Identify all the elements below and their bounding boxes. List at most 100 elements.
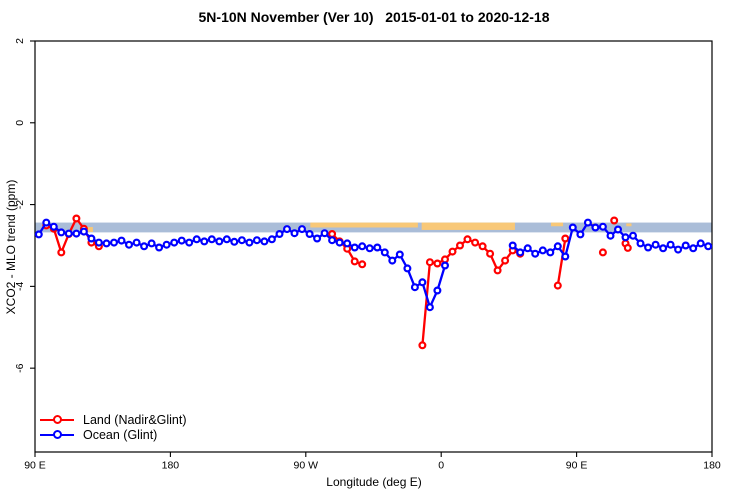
data-point-marker: [388, 256, 397, 265]
legend: Land (Nadir&Glint) Ocean (Glint): [40, 412, 187, 442]
highlight-patch: [551, 222, 564, 227]
x-tick-label: 180: [162, 460, 180, 472]
data-point-marker: [124, 240, 133, 249]
data-point-marker: [666, 240, 675, 249]
data-point-marker: [628, 231, 637, 240]
x-tick-label: 0: [438, 460, 444, 472]
data-point-marker: [155, 243, 164, 252]
y-tick-label: -4: [14, 282, 26, 291]
data-point-marker: [185, 238, 194, 247]
data-point-marker: [252, 236, 261, 245]
data-point-marker: [260, 237, 269, 246]
data-point-marker: [471, 238, 480, 247]
data-point-marker: [546, 248, 555, 257]
data-point-marker: [313, 234, 322, 243]
x-tick-label: 90 W: [294, 460, 319, 472]
data-point-marker: [328, 236, 337, 245]
data-point-marker: [283, 225, 292, 234]
data-point-marker: [275, 230, 284, 239]
data-point-marker: [610, 216, 619, 225]
data-point-marker: [441, 261, 450, 270]
series-land-nadir-glint-: [42, 214, 632, 350]
data-point-marker: [79, 227, 88, 236]
data-point-marker: [568, 223, 577, 232]
data-point-marker: [696, 239, 705, 248]
data-point-marker: [478, 242, 487, 251]
data-point-marker: [298, 225, 307, 234]
data-point-marker: [493, 266, 502, 275]
data-point-marker: [674, 245, 683, 254]
data-point-marker: [358, 242, 367, 251]
data-point-marker: [418, 278, 427, 287]
data-point-marker: [681, 241, 690, 250]
data-point-marker: [456, 241, 465, 250]
data-point-marker: [380, 248, 389, 257]
data-point-marker: [72, 229, 81, 238]
data-point-marker: [343, 239, 352, 248]
chart-title: 5N-10N November (Ver 10) 2015-01-01 to 2…: [198, 9, 550, 25]
land-series-key: [40, 415, 74, 424]
data-point-marker: [623, 243, 632, 252]
data-point-marker: [591, 223, 600, 232]
data-point-marker: [87, 234, 96, 243]
data-point-marker: [305, 230, 314, 239]
ocean-series-key: [40, 430, 74, 439]
data-point-marker: [222, 235, 231, 244]
data-point-marker: [651, 240, 660, 249]
series-line: [556, 238, 567, 286]
data-point-marker: [290, 229, 299, 238]
data-point-marker: [200, 237, 209, 246]
land-marker-icon: [53, 415, 62, 424]
data-point-marker: [425, 303, 434, 312]
data-point-marker: [613, 225, 622, 234]
data-point-marker: [192, 235, 201, 244]
highlight-patch: [626, 223, 632, 227]
y-tick-label: -6: [14, 363, 26, 372]
data-point-marker: [57, 228, 66, 237]
data-point-marker: [42, 218, 51, 227]
data-point-marker: [433, 286, 442, 295]
series-ocean-glint-: [34, 218, 713, 312]
data-point-marker: [418, 341, 427, 350]
data-point-marker: [320, 229, 329, 238]
data-point-marker: [598, 222, 607, 231]
data-point-marker: [538, 246, 547, 255]
data-point-marker: [621, 233, 630, 242]
data-point-marker: [373, 243, 382, 252]
highlight-patch: [421, 222, 515, 230]
data-point-marker: [147, 239, 156, 248]
highlight-patch: [86, 227, 93, 232]
data-point-marker: [636, 239, 645, 248]
data-point-marker: [583, 218, 592, 227]
data-point-marker: [350, 243, 359, 252]
data-point-marker: [553, 281, 562, 290]
data-point-marker: [644, 243, 653, 252]
data-point-marker: [358, 260, 367, 269]
data-point-marker: [245, 238, 254, 247]
data-point-marker: [109, 238, 118, 247]
data-point-marker: [177, 236, 186, 245]
data-point-marker: [230, 237, 239, 246]
y-axis-label: XCO2 - MLO trend (ppm): [4, 179, 18, 315]
data-point-marker: [395, 250, 404, 259]
data-point-marker: [523, 244, 532, 253]
data-point-marker: [576, 230, 585, 239]
data-point-marker: [215, 237, 224, 246]
data-point-marker: [561, 252, 570, 261]
data-point-marker: [140, 242, 149, 251]
data-point-marker: [501, 256, 510, 265]
data-point-marker: [335, 238, 344, 247]
x-tick-label: 90 E: [24, 460, 46, 472]
data-point-marker: [132, 238, 141, 247]
data-point-marker: [410, 283, 419, 292]
data-point-marker: [267, 235, 276, 244]
x-tick-label: 180: [703, 460, 721, 472]
data-point-marker: [94, 238, 103, 247]
data-point-marker: [598, 248, 607, 257]
data-point-marker: [659, 244, 668, 253]
data-point-marker: [486, 249, 495, 258]
data-point-marker: [34, 230, 43, 239]
y-tick-label: -2: [14, 200, 26, 209]
